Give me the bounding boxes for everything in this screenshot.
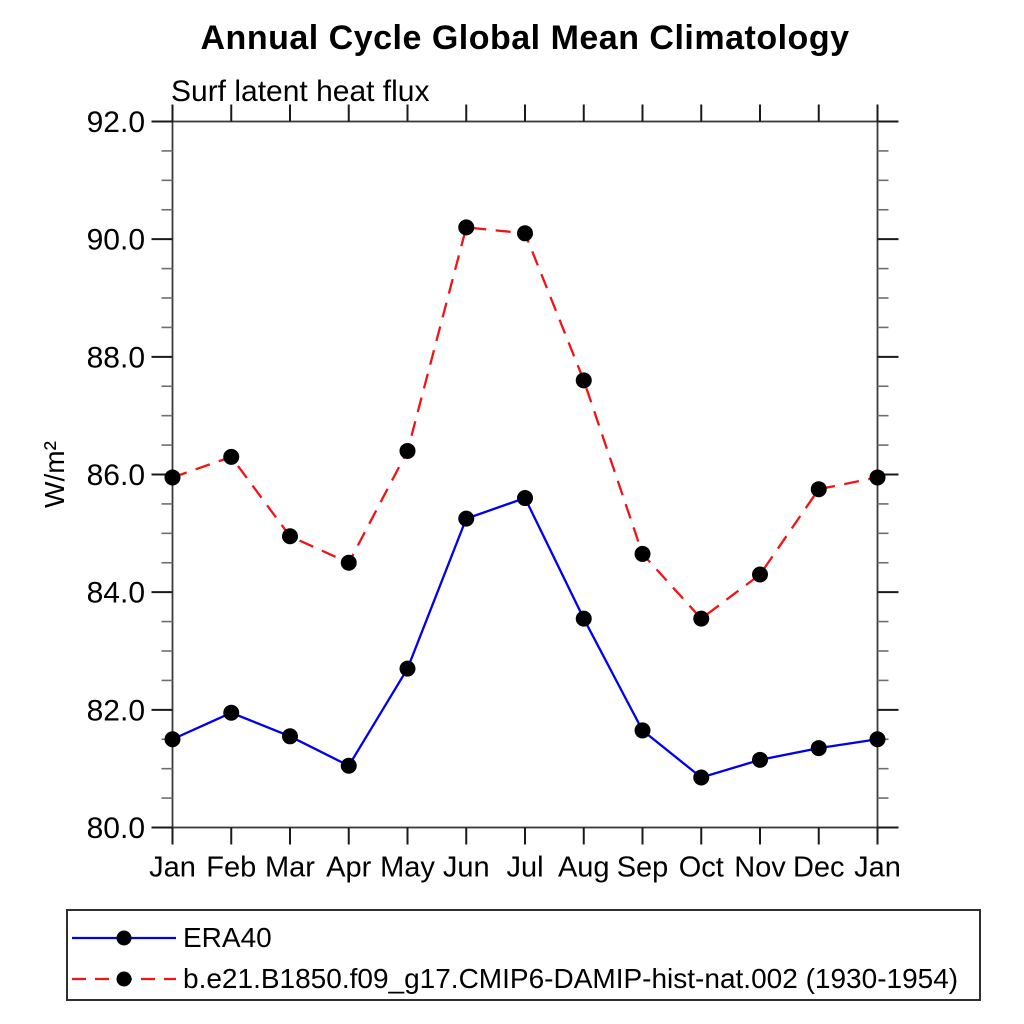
x-tick-label: Jan bbox=[854, 852, 901, 884]
y-tick-label: 84.0 bbox=[87, 577, 145, 610]
data-point-marker bbox=[458, 219, 475, 236]
x-tick-label: Jan bbox=[149, 852, 196, 884]
data-point-marker bbox=[634, 722, 651, 739]
data-point-marker bbox=[340, 757, 357, 774]
y-axis-title: W/m² bbox=[39, 441, 70, 508]
data-point-marker bbox=[869, 731, 886, 748]
legend-label-era40: ERA40 bbox=[183, 922, 272, 953]
data-point-marker bbox=[458, 510, 475, 527]
x-tick-label: Dec bbox=[793, 852, 845, 884]
y-tick-label: 92.0 bbox=[87, 106, 145, 139]
data-point-marker bbox=[693, 769, 710, 786]
chart-title: Annual Cycle Global Mean Climatology bbox=[200, 19, 850, 57]
legend-item-model: b.e21.B1850.f09_g17.CMIP6-DAMIP-hist-nat… bbox=[68, 963, 959, 994]
x-tick-label: Jun bbox=[443, 852, 490, 884]
legend-sample-marker bbox=[116, 971, 132, 987]
y-tick-label: 86.0 bbox=[87, 459, 145, 492]
data-point-marker bbox=[634, 545, 651, 562]
series-era40 bbox=[164, 490, 886, 786]
y-tick-label: 88.0 bbox=[87, 341, 145, 374]
data-point-marker bbox=[752, 751, 768, 768]
y-tick-label: 80.0 bbox=[87, 812, 145, 845]
series-line bbox=[172, 496, 878, 779]
chart-subtitle: Surf latent heat flux bbox=[171, 75, 430, 108]
data-point-marker bbox=[810, 481, 827, 498]
legend-line-sample-dashed bbox=[72, 971, 176, 987]
data-point-marker bbox=[752, 566, 768, 583]
data-point-marker bbox=[399, 660, 416, 677]
x-tick-label: Jul bbox=[506, 852, 543, 884]
x-tick-label: Aug bbox=[558, 852, 610, 884]
data-point-marker bbox=[164, 469, 181, 486]
x-tick-label: Mar bbox=[265, 852, 315, 884]
data-point-marker bbox=[575, 372, 592, 389]
x-tick-label: May bbox=[380, 852, 435, 884]
legend-sample-marker bbox=[116, 930, 132, 946]
data-point-marker bbox=[282, 528, 298, 545]
data-point-marker bbox=[340, 554, 357, 571]
legend-item-era40: ERA40 bbox=[68, 922, 272, 953]
data-point-marker bbox=[869, 469, 886, 486]
data-point-marker bbox=[399, 442, 416, 459]
x-tick-label: Oct bbox=[679, 852, 724, 884]
y-tick-label: 82.0 bbox=[87, 694, 145, 727]
legend-label-model: b.e21.B1850.f09_g17.CMIP6-DAMIP-hist-nat… bbox=[183, 963, 959, 994]
series-line bbox=[172, 226, 878, 621]
x-tick-label: Sep bbox=[617, 852, 669, 884]
y-tick-label: 90.0 bbox=[87, 224, 145, 257]
data-point-marker bbox=[223, 448, 240, 465]
y-axis: 80.0 82.0 84.0 86.0 88.0 90.0 92.0 W/m² bbox=[39, 106, 899, 845]
data-point-marker bbox=[693, 610, 710, 627]
data-point-marker bbox=[223, 704, 240, 721]
x-tick-label: Feb bbox=[206, 852, 256, 884]
legend-line-sample-solid bbox=[72, 930, 176, 946]
legend-box: ERA40 b.e21.B1850.f09_g17.CMIP6-DAMIP-hi… bbox=[66, 909, 981, 1001]
series-model bbox=[164, 219, 886, 627]
data-point-marker bbox=[282, 728, 298, 745]
x-tick-label: Apr bbox=[326, 852, 371, 884]
data-point-marker bbox=[517, 490, 533, 507]
data-point-marker bbox=[575, 610, 592, 627]
data-point-marker bbox=[517, 225, 533, 242]
x-axis: Jan Feb Mar Apr May Jun Jul Aug Sep Oct Nov Dec Jan bbox=[149, 104, 901, 884]
data-point-marker bbox=[164, 731, 181, 748]
x-tick-label: Nov bbox=[734, 852, 786, 884]
data-point-marker bbox=[810, 740, 827, 757]
